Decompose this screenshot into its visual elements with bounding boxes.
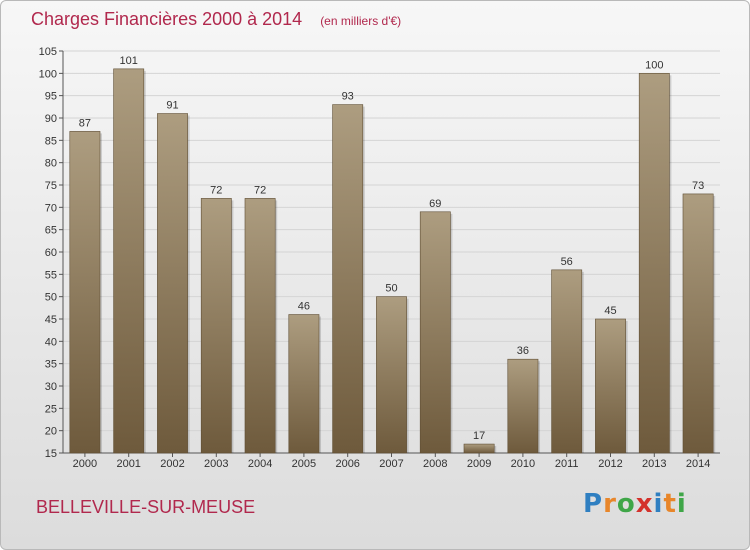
y-tick-label: 50: [45, 292, 57, 304]
bar-2001: [113, 68, 145, 454]
y-tick-label: 25: [45, 403, 57, 415]
y-tick-label: 35: [45, 359, 57, 371]
x-tick-label: 2008: [423, 458, 447, 470]
y-tick-label: 90: [45, 113, 57, 125]
bars: [69, 68, 716, 454]
logo-letter: i: [676, 489, 687, 519]
y-tick-label: 40: [45, 336, 57, 348]
y-tick-label: 105: [39, 46, 57, 58]
x-tick-label: 2014: [686, 458, 710, 470]
x-tick-label: 2009: [467, 458, 491, 470]
bar-2011: [551, 269, 583, 454]
x-tick-label: 2011: [555, 458, 579, 470]
bar-2008: [419, 211, 451, 454]
logo-letter: P: [583, 489, 604, 519]
bar-2000: [69, 131, 101, 454]
bar-2012: [595, 318, 626, 454]
value-label: 91: [166, 100, 178, 112]
x-tick-label: 2000: [73, 458, 97, 470]
y-tick-label: 60: [45, 247, 57, 259]
value-label: 56: [561, 256, 573, 268]
chart-title: Charges Financières 2000 à 2014: [31, 9, 303, 29]
x-tick-label: 2012: [598, 458, 622, 470]
value-label: 72: [210, 184, 222, 196]
x-tick-label: 2006: [335, 458, 359, 470]
bar-2003: [200, 198, 232, 454]
x-tick-label: 2005: [292, 458, 316, 470]
y-tick-label: 100: [39, 68, 57, 80]
y-tick-label: 20: [45, 426, 57, 438]
bar-2002: [157, 113, 188, 454]
y-tick-label: 15: [45, 448, 57, 460]
y-tick-label: 70: [45, 202, 57, 214]
value-label: 36: [517, 345, 529, 357]
bar-2014: [682, 193, 714, 454]
value-label: 72: [254, 184, 266, 196]
bar-2005: [288, 314, 320, 454]
x-tick-label: 2003: [204, 458, 228, 470]
value-label: 50: [385, 283, 397, 295]
bar-2007: [376, 296, 407, 454]
value-label: 17: [473, 430, 485, 442]
chart-title-line: Charges Financières 2000 à 2014 (en mill…: [31, 9, 401, 30]
logo-letter: t: [663, 489, 677, 519]
bar-2013: [638, 73, 670, 454]
bar-2009: [463, 443, 495, 454]
x-tick-label: 2001: [116, 458, 140, 470]
value-label: 73: [692, 180, 704, 192]
value-label: 87: [79, 117, 91, 129]
chart-unit-note: (en milliers d'€): [320, 14, 402, 28]
labels: 15 20 25 30 35 40 45 50 55 60 65 70 75 80 85 90 95 100 105…: [39, 46, 711, 470]
y-tick-label: 95: [45, 91, 57, 103]
x-tick-label: 2004: [248, 458, 272, 470]
bar-2006: [332, 104, 364, 454]
x-tick-label: 2010: [511, 458, 535, 470]
logo-letter: x: [635, 489, 654, 519]
logo-letter: r: [603, 489, 617, 519]
bar-2004: [244, 198, 276, 454]
y-tick-label: 85: [45, 135, 57, 147]
logo-letter: i: [653, 489, 664, 519]
y-tick-label: 75: [45, 180, 57, 192]
y-tick-label: 45: [45, 314, 57, 326]
value-label: 93: [342, 91, 354, 103]
y-tick-label: 80: [45, 158, 57, 170]
value-label: 100: [645, 59, 663, 71]
value-label: 69: [429, 198, 441, 210]
x-tick-label: 2002: [160, 458, 184, 470]
x-tick-label: 2013: [642, 458, 666, 470]
value-label: 45: [604, 305, 616, 317]
logo-letter: o: [616, 489, 636, 519]
value-label: 101: [120, 55, 138, 67]
proxiti-logo: Proxiti: [583, 489, 687, 519]
value-label: 46: [298, 301, 310, 313]
y-tick-label: 30: [45, 381, 57, 393]
commune-name: BELLEVILLE-SUR-MEUSE: [36, 497, 256, 517]
x-tick-label: 2007: [379, 458, 403, 470]
y-tick-label: 65: [45, 225, 57, 237]
bar-2010: [507, 358, 539, 454]
y-tick-label: 55: [45, 269, 57, 281]
